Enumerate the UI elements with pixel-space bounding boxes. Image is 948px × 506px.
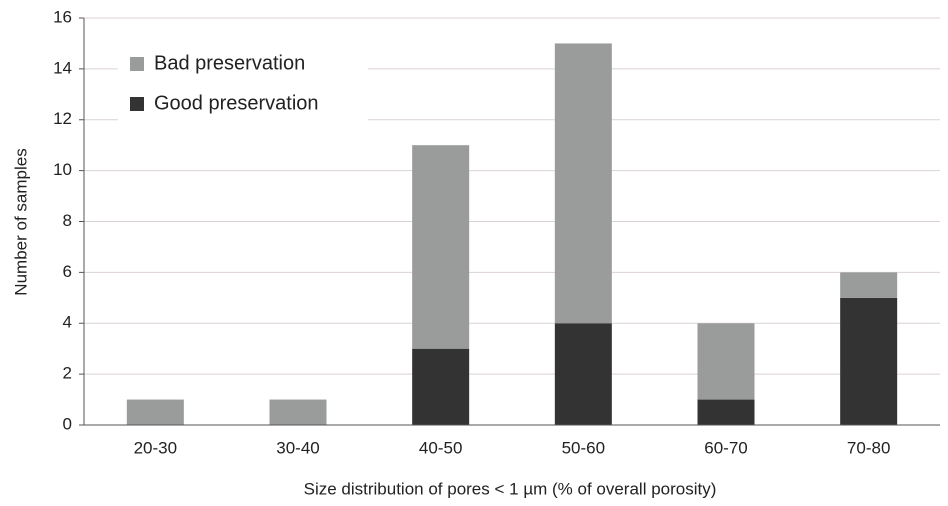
y-tick-label: 14	[53, 58, 72, 77]
bar-segment	[697, 323, 755, 400]
x-tick-label: 30-40	[276, 438, 319, 457]
bar-segment	[697, 399, 755, 425]
y-tick-label: 12	[53, 109, 72, 128]
y-tick-label: 16	[53, 7, 72, 26]
bar-segment	[126, 399, 184, 425]
legend-background	[118, 42, 368, 124]
x-tick-label: 40-50	[419, 438, 462, 457]
bar-segment	[554, 323, 612, 425]
x-tick-label: 60-70	[704, 438, 747, 457]
y-tick-label: 4	[63, 313, 72, 332]
legend-label: Good preservation	[154, 92, 319, 114]
y-tick-label: 8	[63, 211, 72, 230]
x-tick-label: 70-80	[847, 438, 890, 457]
bar-segment	[269, 399, 327, 425]
y-tick-label: 2	[63, 364, 72, 383]
legend-swatch	[130, 57, 144, 71]
bar-segment	[412, 348, 470, 425]
y-tick-label: 0	[63, 414, 72, 433]
bar-segment	[840, 297, 898, 425]
bar-segment	[412, 145, 470, 349]
bar-segment	[554, 43, 612, 324]
y-tick-label: 10	[53, 160, 72, 179]
y-tick-label: 6	[63, 262, 72, 281]
x-tick-label: 50-60	[562, 438, 605, 457]
legend-label: Bad preservation	[154, 52, 305, 74]
x-axis-title: Size distribution of pores < 1 µm (% of …	[304, 479, 717, 498]
bar-segment	[840, 272, 898, 298]
y-axis-title: Number of samples	[11, 148, 30, 295]
x-tick-label: 20-30	[134, 438, 177, 457]
legend-swatch	[130, 97, 144, 111]
